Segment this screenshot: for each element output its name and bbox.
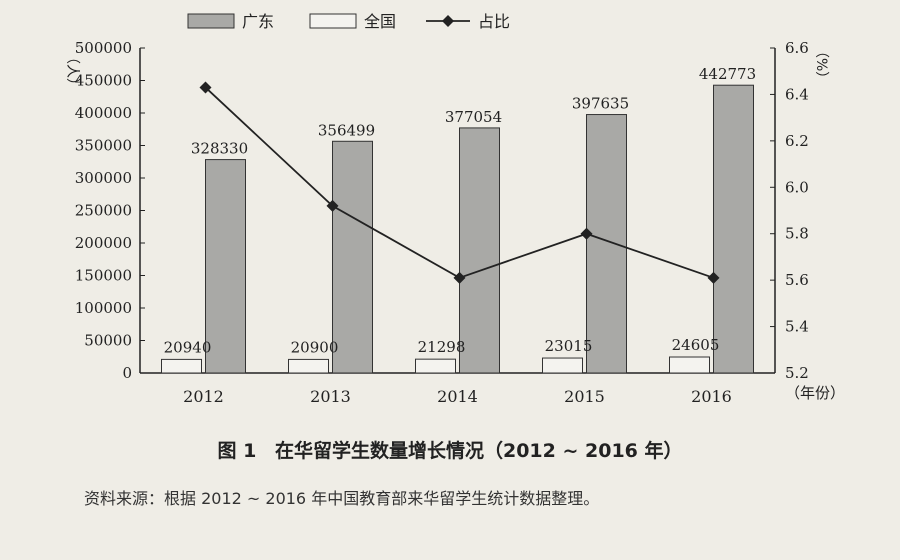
bar-quanguo [288,358,329,374]
x-tick-label: 2014 [437,387,478,406]
x-tick-label: 2013 [310,387,351,406]
figure-caption: 图 1 在华留学生数量增长情况（2012 ~ 2016 年） [0,436,900,463]
legend-marker-zhanbi [442,15,454,27]
y2-tick-label: 6.4 [785,85,809,103]
x-tick-label: 2016 [691,387,732,406]
x-tick-label: 2015 [564,387,605,406]
source-note: 资料来源：根据 2012 ~ 2016 年中国教育部来华留学生统计数据整理。 [84,489,600,508]
bar-guangdong [332,140,373,374]
y-tick-label: 0 [122,364,132,382]
point-zhanbi [326,199,339,212]
point-zhanbi [707,271,720,284]
y-tick-label: 100000 [75,299,132,317]
bar-guangdong [713,84,754,374]
y-tick-label: 50000 [84,332,132,350]
data-label-quanguo: 24605 [672,336,720,354]
legend-label-zhanbi: 占比 [478,12,510,31]
figure-title: 在华留学生数量增长情况（2012 ~ 2016 年） [274,440,683,462]
legend-label-quanguo: 全国 [364,12,396,31]
figure-number: 图 1 [217,440,257,462]
point-zhanbi [199,81,212,94]
y2-tick-label: 5.6 [785,271,809,289]
y2-axis-title: （%） [813,44,829,85]
data-label-quanguo: 20940 [164,338,212,356]
data-label-guangdong: 356499 [318,121,375,139]
data-label-quanguo: 21298 [418,338,466,356]
bar-guangdong [205,159,246,374]
y2-tick-label: 6.2 [785,132,809,150]
bar-quanguo [161,358,202,374]
bar-guangdong [459,127,500,374]
data-label-guangdong: 397635 [572,95,629,113]
x-tick-label: 2012 [183,387,224,406]
y-tick-label: 400000 [75,104,132,122]
chart: 0 50000 100000 150000 200000 250000 300000 3500… [64,12,845,406]
y2-tick-label: 6.0 [785,178,809,196]
y2-tick-label: 6.6 [785,39,809,57]
bar-guangdong [586,114,627,374]
y-axis-title: （人） [64,50,80,92]
legend-swatch-quanguo [309,13,357,29]
y-tick-label: 500000 [75,39,132,57]
legend-label-guangdong: 广东 [242,12,274,31]
legend-swatch-guangdong [187,13,235,29]
bar-quanguo [542,357,583,374]
y2-tick-label: 5.4 [785,318,809,336]
point-zhanbi [580,227,593,240]
y-tick-label: 300000 [75,169,132,187]
bar-quanguo [415,358,456,374]
data-label-quanguo: 20900 [291,338,339,356]
y-tick-label: 150000 [75,267,132,285]
data-label-guangdong: 377054 [445,108,502,126]
data-label-guangdong: 442773 [699,65,756,83]
y-tick-label: 450000 [75,72,132,90]
y2-tick-label: 5.8 [785,225,809,243]
y-tick-label: 350000 [75,137,132,155]
data-label-guangdong: 328330 [191,140,248,158]
y2-tick-label: 5.2 [785,364,809,382]
bar-quanguo [669,356,710,374]
y-tick-label: 200000 [75,234,132,252]
data-label-quanguo: 23015 [545,337,593,355]
y-tick-label: 250000 [75,202,132,220]
point-zhanbi [453,271,466,284]
x-axis-title: （年份） [785,384,845,402]
